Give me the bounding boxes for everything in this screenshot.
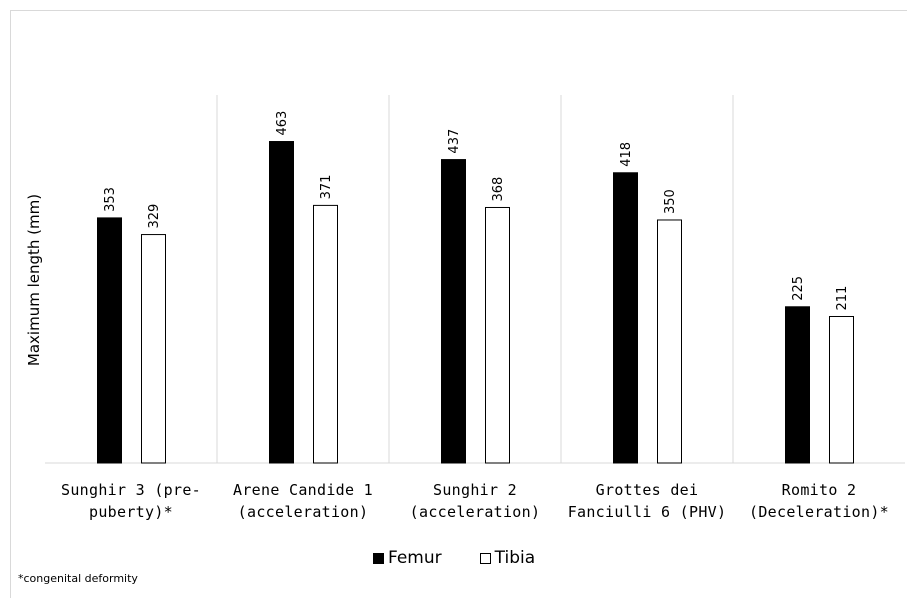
data-label-femur: 353 (103, 187, 118, 212)
bar-femur (441, 159, 466, 464)
bar-femur (785, 306, 810, 464)
bar-tibia (313, 204, 338, 464)
data-label-femur: 225 (791, 276, 806, 301)
bar-tibia (141, 234, 166, 464)
footnote: *congenital deformity (18, 572, 138, 585)
bar-femur (613, 172, 638, 464)
data-label-tibia: 350 (663, 189, 678, 214)
legend: Femur Tibia (373, 548, 535, 568)
data-label-femur: 437 (447, 129, 462, 154)
data-label-tibia: 368 (491, 177, 506, 202)
legend-label-femur: Femur (388, 548, 442, 568)
category-label: (acceleration) (410, 503, 541, 521)
data-label-femur: 463 (275, 111, 290, 136)
y-axis-label: Maximum length (mm) (25, 193, 43, 367)
bar-tibia (657, 219, 682, 464)
category-label: puberty)* (89, 503, 173, 521)
data-label-tibia: 329 (147, 204, 162, 229)
bar-tibia (829, 315, 854, 464)
category-label: Fanciulli 6 (PHV) (568, 503, 727, 521)
legend-label-tibia: Tibia (494, 548, 536, 568)
data-label-tibia: 211 (835, 286, 850, 311)
bar-femur (269, 141, 294, 464)
category-label: Sunghir 3 (pre- (61, 481, 201, 499)
category-label: Grottes dei (596, 481, 699, 499)
category-label: Sunghir 2 (433, 481, 517, 499)
category-label: (Deceleration)* (749, 503, 889, 521)
legend-swatch-femur (373, 552, 384, 564)
chart-frame (10, 10, 907, 598)
legend-item-tibia: Tibia (479, 548, 536, 568)
legend-item-femur: Femur (373, 548, 442, 568)
category-label: Romito 2 (782, 481, 857, 499)
category-label: (acceleration) (238, 503, 369, 521)
bar-tibia (485, 206, 510, 464)
data-label-tibia: 371 (319, 175, 334, 200)
legend-swatch-tibia (479, 552, 491, 564)
category-label: Arene Candide 1 (233, 481, 373, 499)
data-label-femur: 418 (619, 142, 634, 167)
bar-femur (97, 217, 122, 464)
